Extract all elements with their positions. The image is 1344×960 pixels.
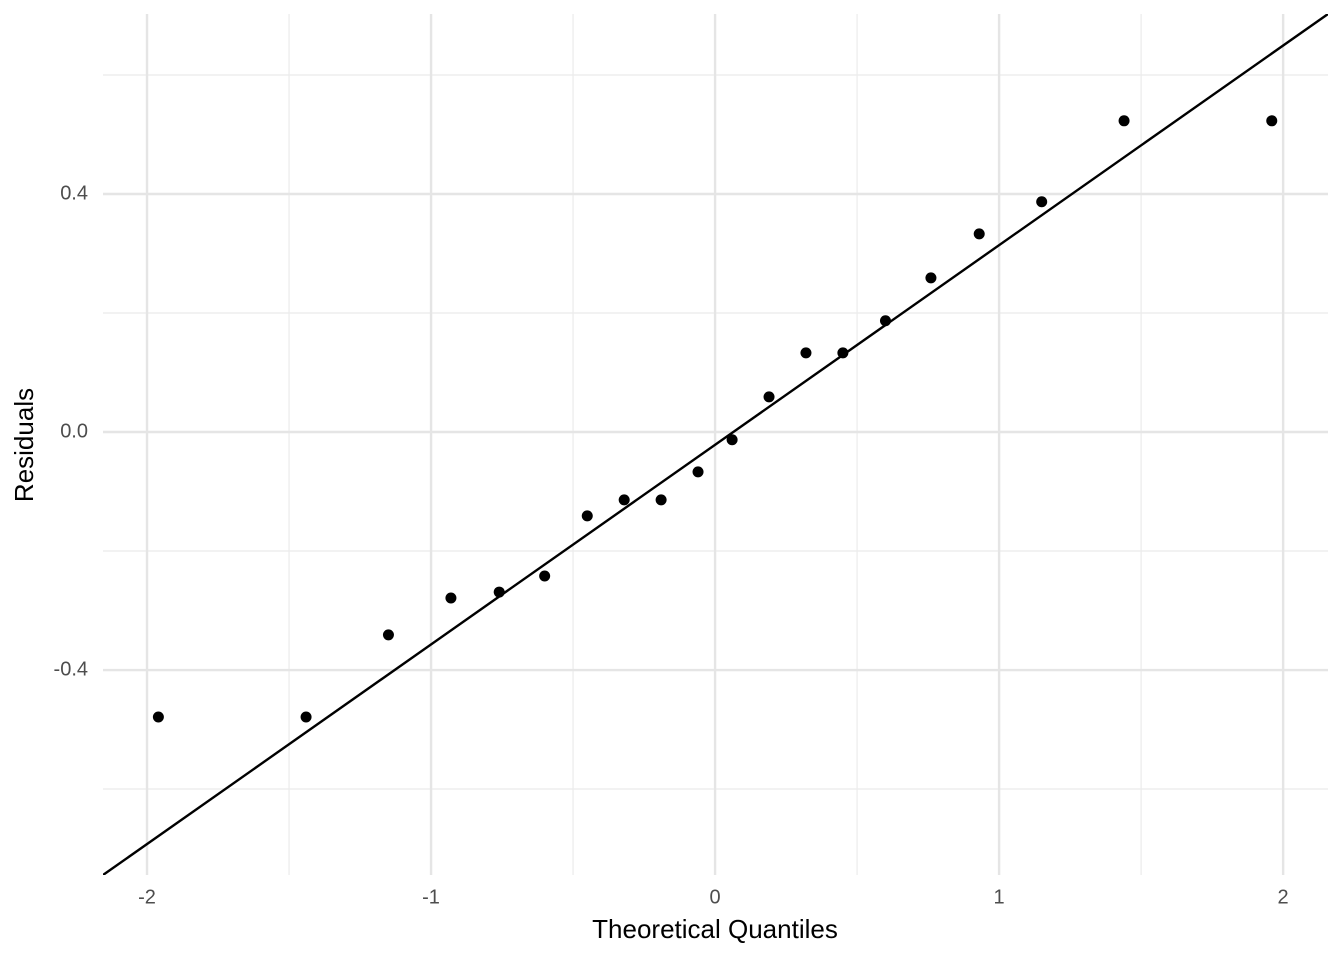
point <box>879 315 891 327</box>
x-tick-label: 2 <box>1278 886 1289 908</box>
point <box>925 272 937 284</box>
point <box>445 592 457 604</box>
x-tick-label: 0 <box>710 886 721 908</box>
y-tick-label: 0.4 <box>60 182 88 204</box>
point <box>1036 196 1048 208</box>
point <box>382 629 394 641</box>
reference-line <box>103 14 1328 875</box>
x-tick-label: -2 <box>138 886 156 908</box>
point <box>800 347 812 359</box>
point <box>152 711 164 723</box>
point <box>726 434 738 446</box>
x-tick-label: 1 <box>994 886 1005 908</box>
x-axis-title: Theoretical Quantiles <box>592 914 838 944</box>
point <box>763 391 775 403</box>
y-tick-label: 0.0 <box>60 420 88 442</box>
y-tick-label: -0.4 <box>54 658 88 680</box>
point <box>1118 115 1130 127</box>
point <box>539 570 551 582</box>
point <box>837 347 849 359</box>
point <box>655 494 667 506</box>
point <box>581 510 593 522</box>
point <box>493 586 505 598</box>
point <box>1266 115 1278 127</box>
point <box>618 494 630 506</box>
point <box>692 466 704 478</box>
point <box>300 711 312 723</box>
y-axis-title: Residuals <box>9 388 39 502</box>
point <box>973 228 985 240</box>
x-tick-label: -1 <box>422 886 440 908</box>
